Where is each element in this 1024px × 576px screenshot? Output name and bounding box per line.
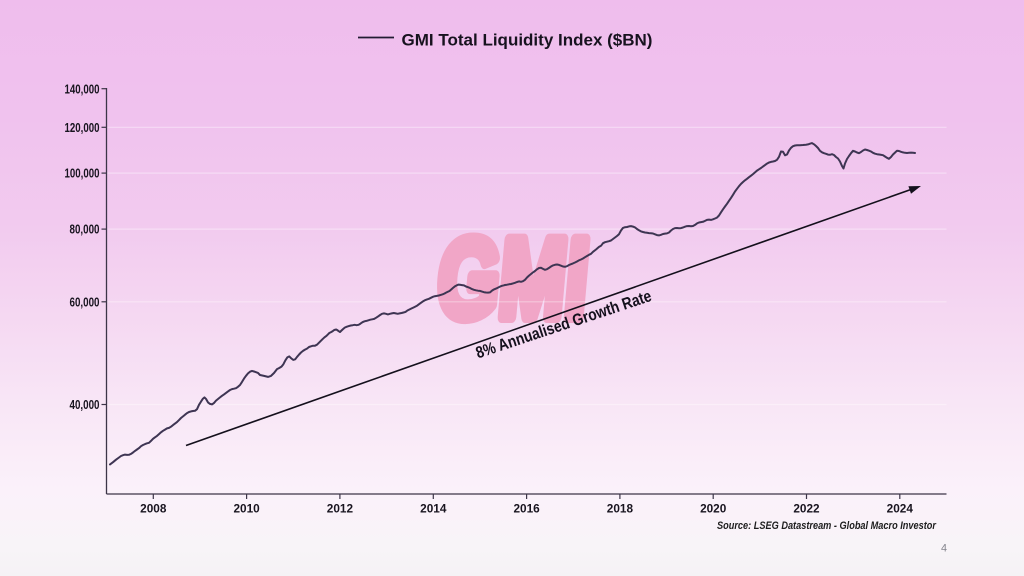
svg-text:2018: 2018 [607, 502, 634, 516]
svg-text:140,000: 140,000 [65, 81, 100, 96]
svg-text:2010: 2010 [233, 502, 260, 516]
svg-text:60,000: 60,000 [70, 294, 100, 309]
svg-text:GMI: GMI [433, 216, 594, 342]
svg-text:40,000: 40,000 [70, 397, 100, 412]
svg-text:2022: 2022 [793, 502, 820, 516]
svg-text:2012: 2012 [327, 502, 354, 516]
svg-text:120,000: 120,000 [65, 120, 100, 135]
svg-text:2020: 2020 [700, 502, 727, 516]
svg-text:4: 4 [941, 543, 947, 555]
svg-text:2024: 2024 [887, 502, 914, 516]
svg-text:100,000: 100,000 [65, 166, 100, 181]
svg-text:2016: 2016 [513, 502, 540, 516]
svg-text:2014: 2014 [420, 502, 447, 516]
svg-text:Source: LSEG Datastream - Glob: Source: LSEG Datastream - Global Macro I… [717, 520, 937, 532]
svg-text:80,000: 80,000 [70, 222, 100, 237]
svg-text:2008: 2008 [140, 502, 167, 516]
svg-text:GMI Total Liquidity Index ($BN: GMI Total Liquidity Index ($BN) [402, 31, 653, 50]
